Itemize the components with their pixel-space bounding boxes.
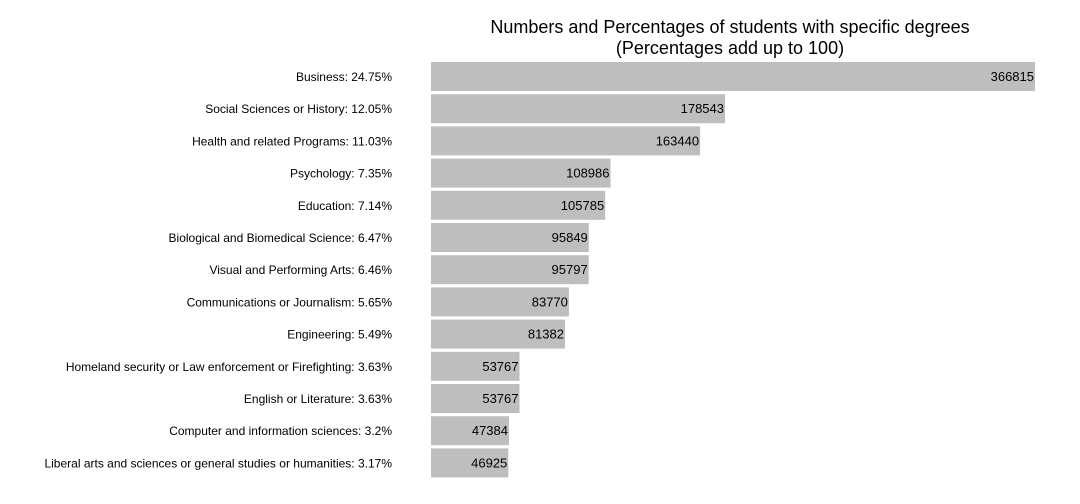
value-label: 105785 bbox=[561, 198, 604, 213]
bar bbox=[431, 126, 701, 156]
bar bbox=[431, 62, 1035, 91]
value-label: 46925 bbox=[471, 455, 507, 470]
bar bbox=[431, 351, 520, 381]
category-label: Biological and Biomedical Science: 6.47% bbox=[169, 231, 393, 245]
bar bbox=[431, 319, 565, 349]
value-label: 95849 bbox=[552, 230, 588, 245]
category-label: Education: 7.14% bbox=[298, 199, 392, 213]
value-labels-group: 366815 178543 163440 108986 105785 95849 95797… bbox=[471, 69, 1034, 470]
bar bbox=[431, 94, 725, 124]
value-label: 108986 bbox=[566, 166, 609, 181]
bars-group bbox=[431, 62, 1035, 478]
bar bbox=[431, 255, 589, 285]
bar bbox=[431, 287, 569, 317]
chart-subtitle: (Percentages add up to 100) bbox=[616, 38, 844, 58]
value-label: 366815 bbox=[991, 69, 1034, 84]
category-label: Visual and Performing Arts: 6.46% bbox=[209, 263, 392, 277]
category-label: Social Sciences or History: 12.05% bbox=[205, 102, 392, 116]
bar bbox=[431, 416, 509, 446]
value-label: 47384 bbox=[472, 423, 508, 438]
category-label: English or Literature: 3.63% bbox=[244, 392, 392, 406]
chart-title: Numbers and Percentages of students with… bbox=[490, 17, 969, 37]
value-label: 83770 bbox=[532, 294, 568, 309]
value-label: 95797 bbox=[552, 262, 588, 277]
bar bbox=[431, 158, 611, 188]
category-label: Homeland security or Law enforcement or … bbox=[66, 360, 392, 374]
bar bbox=[431, 448, 509, 478]
bar bbox=[431, 384, 520, 413]
value-label: 53767 bbox=[482, 391, 518, 406]
category-label: Engineering: 5.49% bbox=[287, 328, 392, 342]
bar bbox=[431, 223, 589, 252]
value-label: 178543 bbox=[681, 101, 724, 116]
category-label: Communications or Journalism: 5.65% bbox=[187, 295, 393, 309]
category-label: Health and related Programs: 11.03% bbox=[192, 134, 392, 148]
value-label: 81382 bbox=[528, 327, 564, 342]
bar bbox=[431, 190, 606, 220]
category-label: Computer and information sciences: 3.2% bbox=[169, 424, 392, 438]
category-label: Psychology: 7.35% bbox=[290, 167, 392, 181]
category-labels-group: Business: 24.75% Social Sciences or Histo… bbox=[44, 70, 392, 470]
category-label: Liberal arts and sciences or general stu… bbox=[44, 456, 392, 470]
category-label: Business: 24.75% bbox=[296, 70, 392, 84]
value-label: 53767 bbox=[482, 359, 518, 374]
value-label: 163440 bbox=[656, 133, 699, 148]
